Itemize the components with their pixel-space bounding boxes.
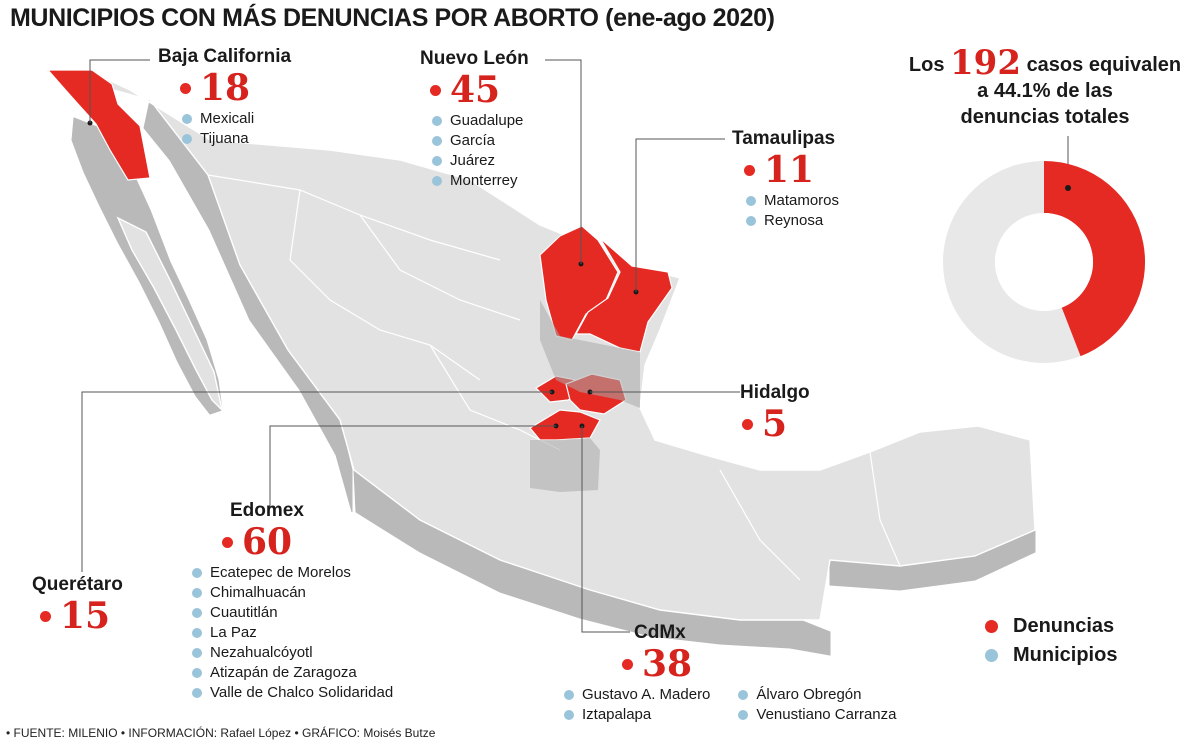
count-hidalgo: 5 [762, 403, 788, 445]
municipio-dot [192, 608, 202, 618]
baja-california-block: Baja California 18 Mexicali Tijuana [158, 46, 291, 149]
summary-text: Los 192 casos equivalen a 44.1% de las d… [908, 43, 1182, 128]
tamaulipas-block: Tamaulipas 11 Matamoros Reynosa [732, 128, 839, 231]
list-item: Guadalupe [432, 111, 529, 131]
edomex-block: Edomex 60 Ecatepec de Morelos Chimalhuac… [192, 500, 393, 703]
list-item: Reynosa [746, 211, 839, 231]
municipio-dot [564, 710, 574, 720]
denuncias-dot [430, 84, 441, 96]
cdmx-block: CdMx 38 Gustavo A. Madero Iztapalapa Álv… [564, 622, 897, 725]
list-item: Chimalhuacán [192, 583, 393, 603]
list-item: Nezahualcóyotl [192, 643, 393, 663]
denuncias-dot [744, 164, 755, 176]
state-name-nuevo-leon: Nuevo León [420, 48, 529, 69]
municipio-dot [432, 116, 442, 126]
list-item: Álvaro Obregón [738, 685, 896, 705]
municipio-dot [738, 690, 749, 700]
denuncias-dot [180, 82, 191, 94]
leader-lines [81, 59, 1069, 633]
leader-cdmx [581, 426, 630, 633]
municipio-dot [192, 648, 202, 658]
denuncias-dot [222, 536, 233, 548]
count-queretaro: 15 [60, 595, 111, 637]
municipio-dot [182, 134, 192, 144]
municipio-dot [192, 668, 202, 678]
municipio-dot [192, 688, 202, 698]
list-item: Cuautitlán [192, 603, 393, 623]
list-item: Tijuana [182, 129, 291, 149]
list-item: La Paz [192, 623, 393, 643]
list-item: Monterrey [432, 171, 529, 191]
list-item: Matamoros [746, 191, 839, 211]
legend-item-municipios: Municipios [985, 641, 1117, 670]
municipio-dot [182, 114, 192, 124]
legend: Denuncias Municipios [985, 612, 1117, 670]
list-item: Mexicali [182, 109, 291, 129]
count-nuevo-leon: 45 [450, 69, 501, 111]
municipio-dot [985, 649, 998, 662]
footer-credits: • FUENTE: MILENIO • INFORMACIÓN: Rafael … [6, 726, 436, 740]
municipio-dot [192, 568, 202, 578]
list-item: Iztapalapa [564, 705, 710, 725]
municipio-dot [432, 176, 442, 186]
denuncias-dot [985, 620, 998, 633]
denuncias-dot [622, 658, 633, 670]
page-title: MUNICIPIOS CON MÁS DENUNCIAS POR ABORTO … [10, 4, 775, 32]
municipio-dot [746, 196, 756, 206]
map-base-top [39, 69, 1036, 621]
hidalgo-block: Hidalgo 5 [740, 382, 810, 442]
list-item: García [432, 131, 529, 151]
municipio-dot [564, 690, 574, 700]
leader-edomex [269, 425, 556, 508]
municipio-dot [192, 588, 202, 598]
legend-item-denuncias: Denuncias [985, 612, 1117, 641]
municipio-dot [738, 710, 749, 720]
state-name-cdmx: CdMx [634, 622, 686, 643]
donut-chart [943, 161, 1145, 363]
municipio-dot [192, 628, 202, 638]
state-name-queretaro: Querétaro [32, 574, 123, 595]
count-baja-california: 18 [200, 67, 251, 109]
list-item: Venustiano Carranza [738, 705, 897, 725]
leader-queretaro [81, 391, 552, 572]
state-name-edomex: Edomex [230, 500, 304, 521]
list-item: Valle de Chalco Solidaridad [192, 683, 393, 703]
list-item: Ecatepec de Morelos [192, 563, 393, 583]
total-cases: 192 [950, 43, 1021, 83]
denuncias-dot [40, 610, 51, 622]
municipio-dot [432, 156, 442, 166]
queretaro-block: Querétaro 15 [32, 574, 123, 634]
municipio-dot [746, 216, 756, 226]
list-item: Juárez [432, 151, 529, 171]
state-name-hidalgo: Hidalgo [740, 382, 810, 403]
donut-denuncias-slice [1042, 161, 1145, 357]
count-cdmx: 38 [642, 643, 693, 685]
municipio-dot [432, 136, 442, 146]
state-name-tamaulipas: Tamaulipas [732, 128, 836, 149]
leader-baja-california [89, 59, 150, 123]
leader-tamaulipas [635, 138, 725, 292]
nuevo-leon-block: Nuevo León 45 Guadalupe García Juárez Mo… [420, 48, 529, 191]
leader-nuevo-leon [545, 59, 582, 264]
list-item: Atizapán de Zaragoza [192, 663, 393, 683]
state-name-baja-california: Baja California [158, 46, 292, 67]
count-edomex: 60 [242, 521, 293, 563]
highlighted-states [46, 69, 673, 441]
list-item: Gustavo A. Madero [564, 685, 710, 705]
denuncias-dot [742, 418, 753, 430]
baja-california-shape [46, 69, 151, 181]
count-tamaulipas: 11 [764, 149, 815, 191]
